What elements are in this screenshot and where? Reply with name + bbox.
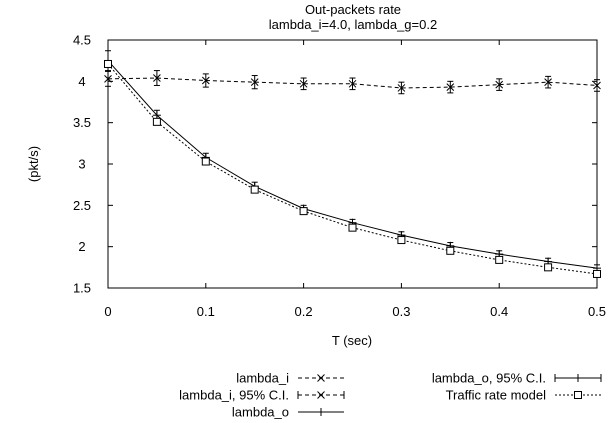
data-point-traffic-rate-model	[250, 185, 259, 194]
plot-frame	[107, 39, 598, 289]
legend-item: lambda_o	[232, 405, 344, 420]
series-line-lambda-o	[107, 60, 598, 269]
x-tick-label: 0.5	[588, 304, 606, 319]
y-tick-label: 4	[78, 74, 85, 89]
data-point-traffic-rate-model	[201, 157, 210, 166]
legend-label: lambda_i	[236, 371, 289, 386]
legend-label: lambda_o	[232, 405, 289, 420]
x-tick-label: 0.3	[392, 304, 410, 319]
data-point-traffic-rate-model	[495, 255, 504, 264]
data-point-lambda-i	[250, 78, 259, 87]
data-point-lambda-i	[593, 81, 601, 90]
legend-marker	[317, 374, 325, 382]
data-point-traffic-rate-model	[544, 263, 553, 272]
data-point-lambda-i	[544, 78, 552, 87]
legend: lambda_i lambda_i, 95% C.I. lambda_o lambda…	[179, 371, 602, 420]
y-axis: 1.5 2 2.5 3 3.5 4 4.5	[73, 33, 597, 296]
data-point-lambda-i	[201, 76, 210, 85]
legend-marker	[574, 391, 582, 399]
data-point-traffic-rate-model	[152, 117, 161, 126]
y-axis-label: (pkt/s)	[26, 146, 41, 182]
legend-label: lambda_i, 95% C.I.	[179, 388, 289, 403]
plot-area	[104, 50, 601, 278]
y-tick-label: 2.5	[73, 198, 91, 213]
data-point-lambda-i	[104, 74, 112, 83]
legend-item: Traffic rate model	[446, 388, 601, 403]
data-point-traffic-rate-model	[446, 246, 455, 255]
data-point-lambda-i	[397, 84, 406, 92]
data-point-lambda-i	[299, 79, 308, 88]
y-tick-label: 1.5	[73, 281, 91, 296]
y-tick-label: 4.5	[73, 33, 91, 48]
data-point-traffic-rate-model	[593, 269, 601, 278]
y-tick-label: 3.5	[73, 115, 91, 130]
y-tick-label: 3	[78, 157, 85, 172]
legend-item: lambda_i, 95% C.I.	[179, 388, 345, 403]
legend-item: lambda_i	[236, 371, 344, 386]
x-tick-label: 0.4	[490, 304, 508, 319]
data-point-lambda-i	[153, 74, 161, 82]
data-point-traffic-rate-model	[397, 236, 406, 245]
series-line-lambda-i	[107, 77, 598, 89]
chart-title: Out-packets rate	[305, 2, 401, 17]
chart-subtitle: lambda_i=4.0, lambda_g=0.2	[269, 17, 437, 32]
x-tick-label: 0.2	[295, 304, 313, 319]
legend-label: Traffic rate model	[446, 388, 547, 403]
data-point-traffic-rate-model	[299, 207, 308, 216]
y-tick-label: 2	[78, 239, 85, 254]
x-axis: 0 0.1 0.2 0.3 0.4 0.5	[104, 40, 606, 319]
data-point-lambda-i	[446, 83, 455, 91]
legend-marker	[317, 391, 325, 399]
legend-marker	[317, 408, 325, 416]
legend-marker	[574, 374, 582, 382]
data-point-lambda-i	[348, 79, 357, 88]
series-line-traffic-rate-model	[107, 63, 598, 275]
data-point-traffic-rate-model	[348, 223, 357, 232]
legend-label: lambda_o, 95% C.I.	[432, 371, 546, 386]
data-point-lambda-i	[495, 80, 504, 89]
legend-item: lambda_o, 95% C.I.	[432, 371, 602, 386]
data-point-traffic-rate-model	[104, 59, 112, 68]
x-tick-label: 0	[104, 304, 111, 319]
x-tick-label: 0.1	[197, 304, 215, 319]
x-axis-label: T (sec)	[332, 333, 372, 348]
